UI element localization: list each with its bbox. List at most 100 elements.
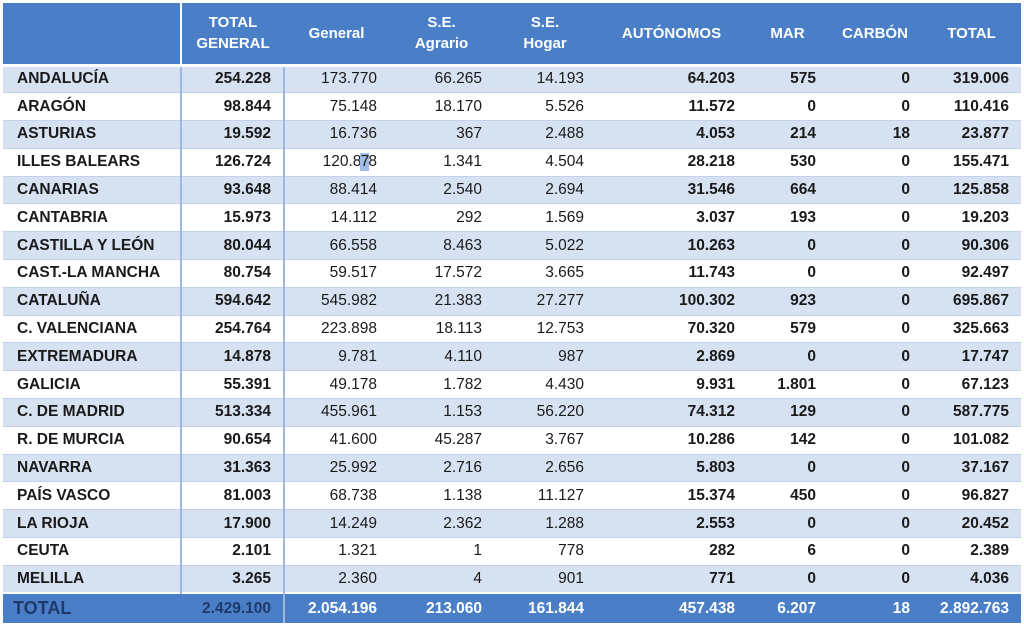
table-body: ANDALUCÍA 254.228 173.770 66.265 14.193 64.20… [3, 65, 1021, 594]
cell-mar: 664 [747, 176, 828, 205]
cell-mar: 6 [747, 537, 828, 566]
table-row: GALICIA 55.391 49.178 1.782 4.430 9.931 1.801 0… [3, 370, 1021, 400]
cell-se-agrario: 21.383 [389, 287, 494, 316]
total-total: 2.892.763 [922, 592, 1021, 624]
cell-general: 66.558 [284, 231, 389, 261]
cell-total: 319.006 [922, 65, 1021, 94]
cell-autonomos: 15.374 [596, 481, 747, 511]
cell-total-general: 594.642 [181, 287, 285, 316]
table-row: CASTILLA Y LEÓN 80.044 66.558 8.463 5.022 10.… [3, 231, 1021, 261]
cell-region: CANTABRIA [3, 203, 182, 233]
cell-se-hogar: 11.127 [494, 481, 596, 511]
cell-mar: 0 [747, 231, 828, 261]
cell-carbon: 0 [828, 148, 922, 177]
cell-autonomos: 2.869 [596, 342, 747, 372]
cell-general: 68.738 [284, 481, 389, 511]
table-row: ANDALUCÍA 254.228 173.770 66.265 14.193 64.20… [3, 65, 1021, 94]
cell-general: 14.112 [284, 203, 389, 233]
cell-autonomos: 74.312 [596, 398, 747, 427]
cell-autonomos: 28.218 [596, 148, 747, 177]
cell-general: 75.148 [284, 92, 389, 122]
cell-mar: 142 [747, 426, 828, 455]
text-cursor-highlight: 7 [360, 153, 370, 172]
cell-se-agrario: 292 [389, 203, 494, 233]
table-footer: TOTAL 2.429.100 2.054.196 213.060 161.844 457… [3, 592, 1021, 624]
cell-carbon: 0 [828, 65, 922, 94]
cell-carbon: 18 [828, 120, 922, 149]
cell-total: 23.877 [922, 120, 1021, 149]
cell-total-general: 31.363 [181, 454, 285, 483]
cell-se-agrario: 1 [389, 537, 494, 566]
cell-carbon: 0 [828, 537, 922, 566]
total-row: TOTAL 2.429.100 2.054.196 213.060 161.844 457… [3, 592, 1021, 624]
table-row: CANTABRIA 15.973 14.112 292 1.569 3.037 193 0 19… [3, 203, 1021, 233]
cell-general: 41.600 [284, 426, 389, 455]
cell-total-general: 80.754 [181, 259, 285, 288]
column-header-se-agrario: S.E. Agrario [389, 3, 494, 67]
total-total-general: 2.429.100 [181, 592, 285, 624]
table-row: LA RIOJA 17.900 14.249 2.362 1.288 2.553 0 0 20.… [3, 509, 1021, 539]
cell-autonomos: 11.572 [596, 92, 747, 122]
cell-se-hogar: 2.694 [494, 176, 596, 205]
table-row: CEUTA 2.101 1.321 1 778 282 6 0 2.389 [3, 537, 1021, 566]
cell-region: NAVARRA [3, 454, 182, 483]
cell-autonomos: 10.263 [596, 231, 747, 261]
cell-total-general: 19.592 [181, 120, 285, 149]
cell-carbon: 0 [828, 565, 922, 594]
cell-carbon: 0 [828, 92, 922, 122]
data-table: TOTAL GENERAL General S.E. Agrario S.E. Hogar A… [3, 3, 1021, 624]
cell-carbon: 0 [828, 315, 922, 344]
cell-mar: 193 [747, 203, 828, 233]
cell-general: 25.992 [284, 454, 389, 483]
column-header-total: TOTAL [922, 3, 1021, 67]
cell-carbon: 0 [828, 342, 922, 372]
cell-autonomos: 9.931 [596, 370, 747, 400]
total-carbon: 18 [828, 592, 922, 624]
cell-se-agrario: 2.716 [389, 454, 494, 483]
cell-total-general: 513.334 [181, 398, 285, 427]
table-row: NAVARRA 31.363 25.992 2.716 2.656 5.803 0 0 37.1… [3, 454, 1021, 483]
cell-total: 20.452 [922, 509, 1021, 539]
total-se-agrario: 213.060 [389, 592, 494, 624]
cell-region: PAÍS VASCO [3, 481, 182, 511]
cell-autonomos: 64.203 [596, 65, 747, 94]
cell-carbon: 0 [828, 454, 922, 483]
cell-region: C. VALENCIANA [3, 315, 182, 344]
cell-total: 125.858 [922, 176, 1021, 205]
total-general: 2.054.196 [284, 592, 389, 624]
cell-region: R. DE MURCIA [3, 426, 182, 455]
cell-se-agrario: 1.153 [389, 398, 494, 427]
cell-se-agrario: 4.110 [389, 342, 494, 372]
cell-autonomos: 4.053 [596, 120, 747, 149]
cell-region: CEUTA [3, 537, 182, 566]
cell-se-agrario: 18.170 [389, 92, 494, 122]
cell-total-general: 80.044 [181, 231, 285, 261]
cell-total: 110.416 [922, 92, 1021, 122]
cell-carbon: 0 [828, 509, 922, 539]
cell-carbon: 0 [828, 259, 922, 288]
cell-total-general: 90.654 [181, 426, 285, 455]
cell-total-general: 254.764 [181, 315, 285, 344]
cell-total-general: 15.973 [181, 203, 285, 233]
cell-total: 2.389 [922, 537, 1021, 566]
cell-carbon: 0 [828, 203, 922, 233]
cell-autonomos: 5.803 [596, 454, 747, 483]
table-row: R. DE MURCIA 90.654 41.600 45.287 3.767 10.28… [3, 426, 1021, 455]
cell-general: 223.898 [284, 315, 389, 344]
cell-se-agrario: 8.463 [389, 231, 494, 261]
cell-autonomos: 31.546 [596, 176, 747, 205]
table-row: CATALUÑA 594.642 545.982 21.383 27.277 100.30… [3, 287, 1021, 316]
cell-se-hogar: 901 [494, 565, 596, 594]
cell-autonomos: 3.037 [596, 203, 747, 233]
cell-total-general: 126.724 [181, 148, 285, 177]
cell-mar: 0 [747, 565, 828, 594]
cell-general: 49.178 [284, 370, 389, 400]
column-header-autonomos: AUTÓNOMOS [596, 3, 747, 67]
cell-mar: 923 [747, 287, 828, 316]
table-row: ILLES BALEARS 126.724 120.878 1.341 4.504 28.… [3, 148, 1021, 177]
cell-region: ILLES BALEARS [3, 148, 182, 177]
cell-region: LA RIOJA [3, 509, 182, 539]
total-autonomos: 457.438 [596, 592, 747, 624]
cell-autonomos: 10.286 [596, 426, 747, 455]
cell-total-general: 81.003 [181, 481, 285, 511]
